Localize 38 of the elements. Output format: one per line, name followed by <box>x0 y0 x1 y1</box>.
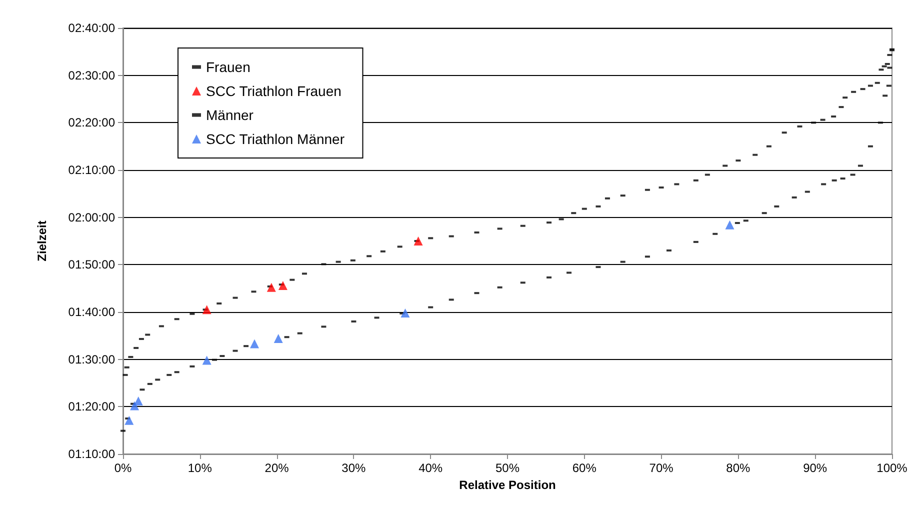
point <box>202 305 212 314</box>
x-tick-label: 10% <box>188 461 212 475</box>
legend-label: Männer <box>206 107 254 123</box>
x-tick-label: 60% <box>572 461 597 475</box>
point <box>725 220 734 230</box>
point <box>278 280 288 290</box>
x-tick-label: 90% <box>803 461 828 475</box>
y-tick-label: 02:30:00 <box>68 68 116 82</box>
point <box>414 236 423 246</box>
x-tick-label: 40% <box>418 461 443 475</box>
x-tick-label: 80% <box>726 461 751 475</box>
point <box>250 339 259 348</box>
x-tick-label: 20% <box>264 461 290 475</box>
y-tick-label: 01:50:00 <box>68 258 116 272</box>
y-tick-label: 01:30:00 <box>68 352 116 366</box>
point <box>400 308 410 318</box>
point <box>274 334 283 344</box>
point <box>266 282 276 292</box>
y-tick-label: 02:00:00 <box>68 210 116 224</box>
legend-label: Frauen <box>206 59 250 75</box>
x-tick-label: 0% <box>114 461 132 475</box>
x-tick-label: 30% <box>342 461 366 475</box>
y-tick-label: 02:40:00 <box>68 21 116 35</box>
x-axis-title: Relative Position <box>459 478 556 492</box>
x-tick-label: 100% <box>876 461 908 475</box>
point <box>134 396 143 406</box>
legend-label: SCC Triathlon Frauen <box>206 83 342 99</box>
point <box>202 356 212 365</box>
x-tick-label: 50% <box>495 461 520 475</box>
y-tick-label: 01:10:00 <box>68 447 116 461</box>
y-tick-label: 02:10:00 <box>68 163 116 177</box>
y-tick-label: 01:20:00 <box>68 400 116 414</box>
x-tick-label: 70% <box>649 461 674 475</box>
legend-label: SCC Triathlon Männer <box>206 131 345 147</box>
y-tick-label: 01:40:00 <box>68 305 116 319</box>
y-axis-title: Zielzeit <box>35 220 49 262</box>
point <box>124 416 134 425</box>
y-tick-label: 02:20:00 <box>68 116 116 130</box>
